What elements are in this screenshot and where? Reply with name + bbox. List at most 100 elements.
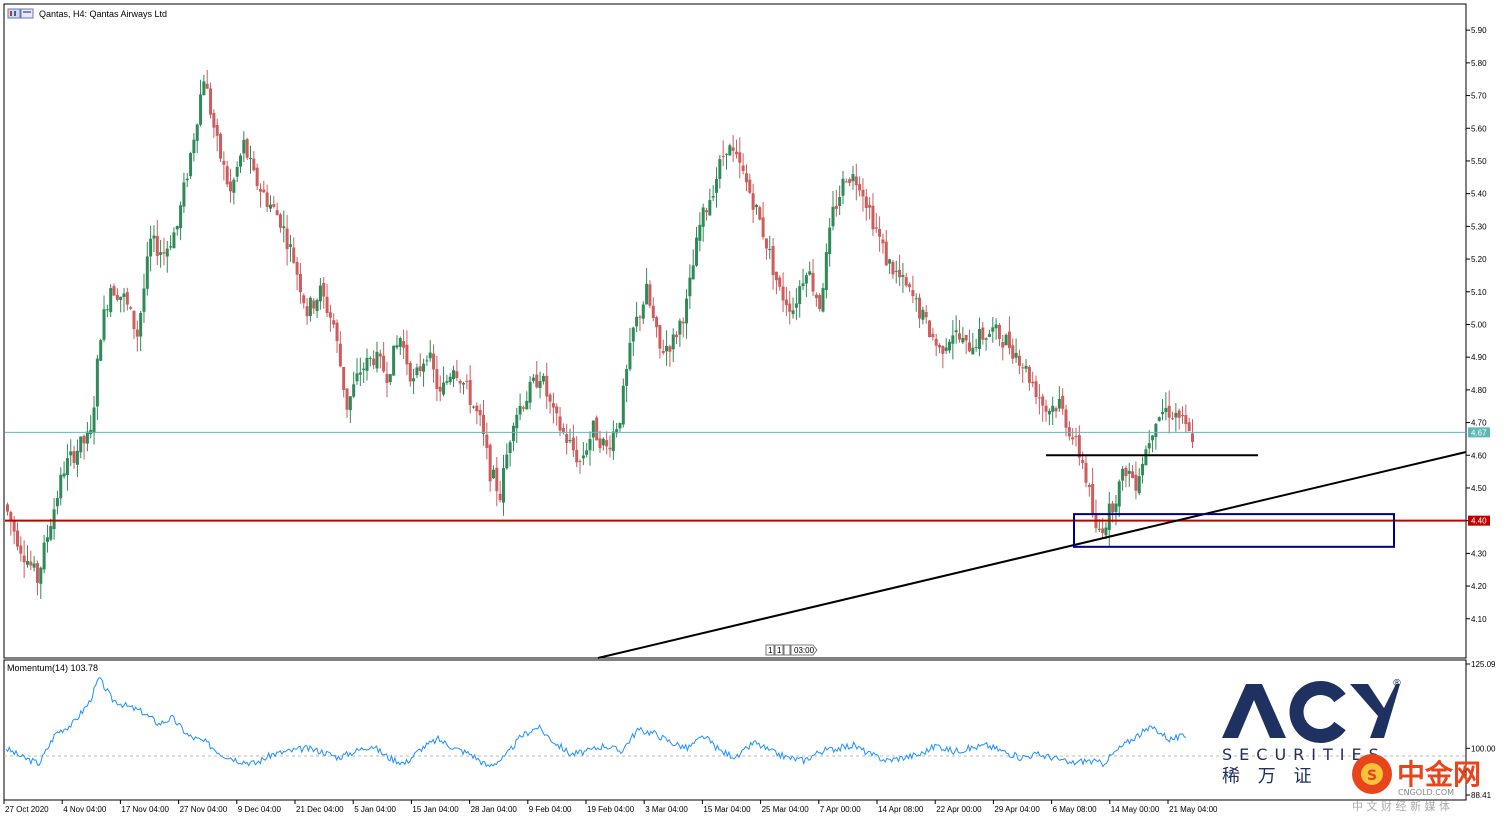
candle-body xyxy=(944,347,948,351)
svg-text:CNGOLD.COM: CNGOLD.COM xyxy=(1398,788,1454,797)
candle-body xyxy=(831,206,835,227)
candle-body xyxy=(52,509,56,530)
scroll-marker[interactable]: 1 1 03:00 xyxy=(765,644,818,656)
candle-body xyxy=(25,560,29,565)
candle-body xyxy=(984,338,988,340)
candle-body xyxy=(378,353,382,357)
candle-body xyxy=(149,238,153,257)
candle-body xyxy=(1001,342,1005,348)
candle-body xyxy=(901,275,905,277)
time-tick-label: 5 Jan 04:00 xyxy=(354,805,396,814)
candle-body xyxy=(95,358,99,407)
candle-body xyxy=(1114,503,1118,512)
candle-body xyxy=(711,196,715,198)
time-tick-label: 9 Feb 04:00 xyxy=(529,805,572,814)
candle-body xyxy=(678,320,682,335)
candle-body xyxy=(498,493,502,501)
candle-body xyxy=(771,245,775,275)
candle-body xyxy=(1177,410,1181,418)
candle-body xyxy=(695,237,699,266)
momentum-pane-frame[interactable] xyxy=(3,659,1467,801)
candle-body xyxy=(908,284,912,288)
candle-body xyxy=(315,300,319,312)
time-tick-label: 15 Mar 04:00 xyxy=(703,805,751,814)
candle-body xyxy=(951,335,955,344)
candle-body xyxy=(372,358,376,366)
candle-body xyxy=(15,530,19,547)
candle-body xyxy=(298,274,302,293)
candle-body xyxy=(878,229,882,237)
candle-body xyxy=(402,341,406,348)
candle-body xyxy=(302,295,306,304)
candle-body xyxy=(1021,367,1025,369)
time-tick-label: 27 Oct 2020 xyxy=(5,805,49,814)
candle-body xyxy=(245,139,249,158)
candle-body xyxy=(202,81,206,96)
overlays[interactable] xyxy=(5,431,1467,659)
candle-body xyxy=(1087,485,1091,488)
candle-body xyxy=(65,458,69,476)
candle-body xyxy=(418,366,422,371)
candle-body xyxy=(285,228,289,250)
candle-body xyxy=(658,325,662,349)
candle-body xyxy=(495,467,499,492)
time-tick-label: 17 Nov 04:00 xyxy=(121,805,169,814)
candle-body xyxy=(295,261,299,275)
time-tick-label: 22 Apr 00:00 xyxy=(936,805,982,814)
candle-body xyxy=(1017,355,1021,366)
candle-body xyxy=(941,346,945,354)
candles xyxy=(6,69,1194,599)
candle-body xyxy=(814,294,818,299)
candle-body xyxy=(635,316,639,327)
candle-body xyxy=(132,310,136,330)
candle-body xyxy=(894,270,898,272)
candle-body xyxy=(125,292,129,305)
candle-body xyxy=(605,440,609,447)
candle-body xyxy=(345,388,349,410)
candle-body xyxy=(268,204,272,209)
candle-body xyxy=(275,210,279,216)
candle-body xyxy=(518,405,522,415)
candle-body xyxy=(322,282,326,297)
price-pane-frame[interactable] xyxy=(3,3,1467,659)
candle-body xyxy=(818,295,822,310)
candle-body xyxy=(508,442,512,454)
support-zone-box[interactable] xyxy=(1073,513,1395,548)
candle-body xyxy=(1041,396,1045,406)
candle-body xyxy=(112,286,116,296)
candle-body xyxy=(1141,464,1145,476)
candle-body xyxy=(432,353,436,370)
candle-body xyxy=(362,368,366,371)
candle-body xyxy=(282,226,286,229)
time-tick-label: 7 Apr 00:00 xyxy=(820,805,861,814)
candle-body xyxy=(145,256,149,289)
trendline[interactable] xyxy=(597,451,1467,659)
candle-body xyxy=(778,277,782,287)
candle-body xyxy=(685,298,689,324)
candle-body xyxy=(1157,417,1161,421)
candle-body xyxy=(442,382,446,395)
candle-body xyxy=(1077,435,1081,458)
candle-body xyxy=(548,394,552,402)
candle-body xyxy=(798,286,802,305)
candle-body xyxy=(904,277,908,286)
price-tick-label: 4.30 xyxy=(1471,549,1487,558)
candle-body xyxy=(328,312,332,318)
candle-body xyxy=(794,303,798,308)
candle-body xyxy=(615,429,619,434)
candle-body xyxy=(921,309,925,320)
candle-body xyxy=(462,383,466,385)
time-tick-label: 15 Jan 04:00 xyxy=(412,805,459,814)
candle-body xyxy=(665,345,669,352)
chart-icon[interactable] xyxy=(7,8,34,19)
candle-body xyxy=(688,277,692,297)
candle-body xyxy=(718,159,722,179)
acy-securities-logo: ® SECURITIES 稀 万 证 xyxy=(1222,678,1402,787)
candle-body xyxy=(611,431,615,452)
candle-body xyxy=(182,182,186,207)
candle-body xyxy=(175,226,179,230)
candle-body xyxy=(618,423,622,429)
candle-body xyxy=(1081,460,1085,463)
candle-body xyxy=(821,288,825,312)
